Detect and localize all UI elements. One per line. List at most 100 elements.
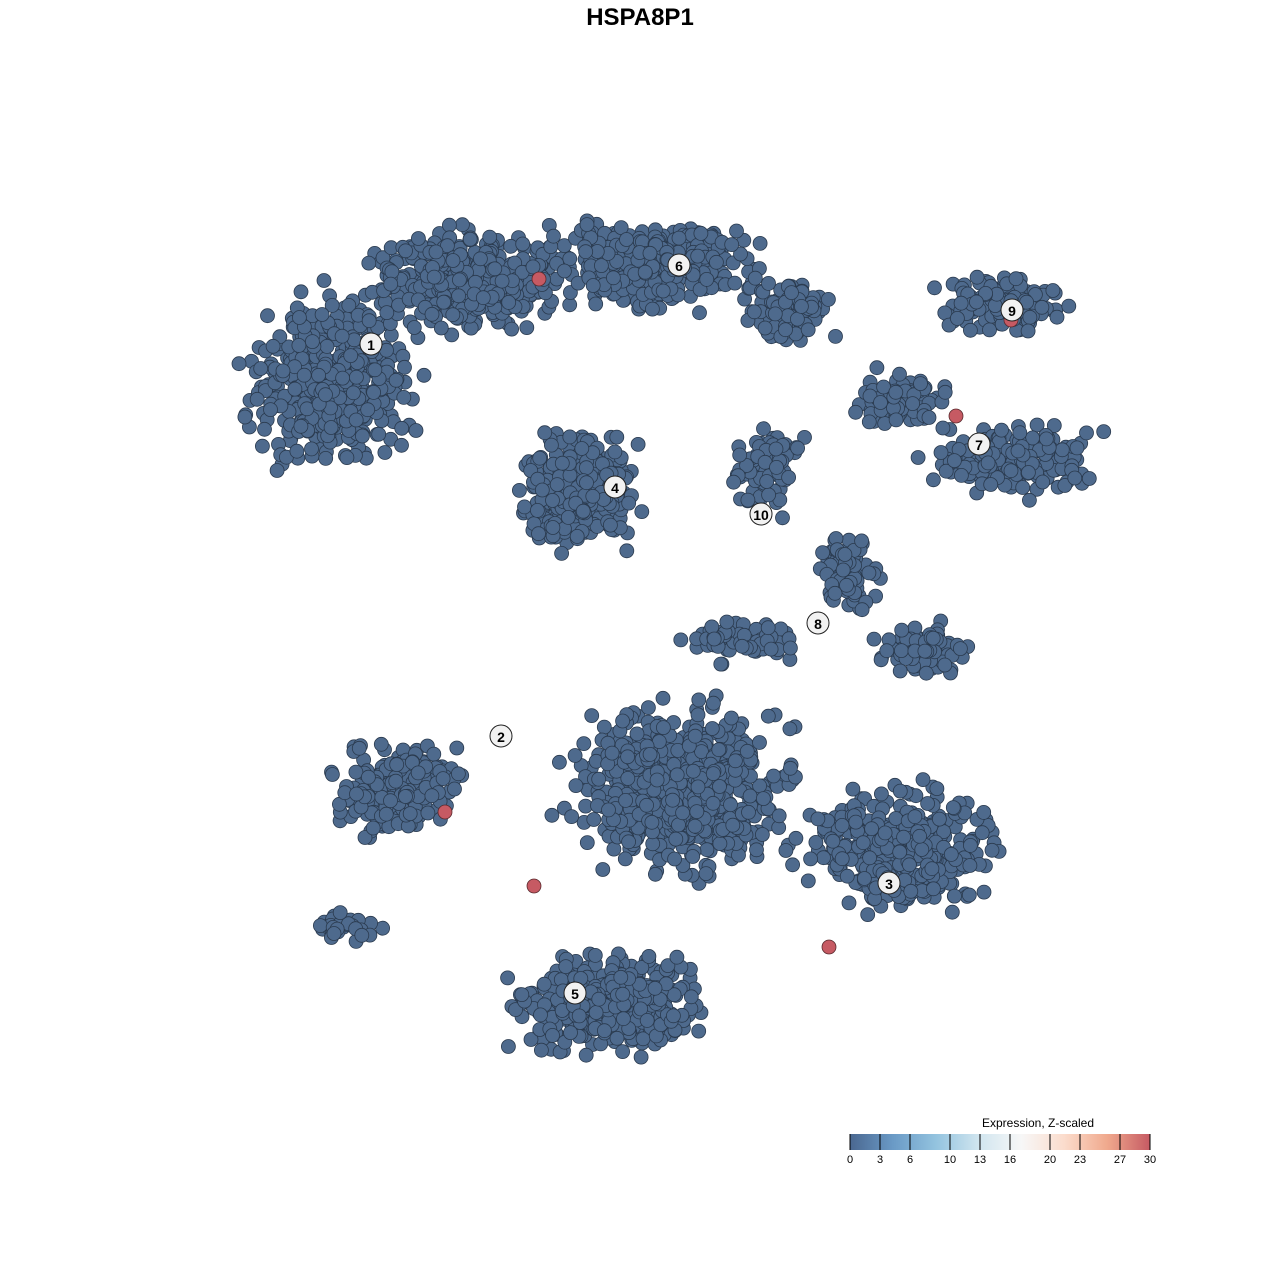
cell-point: [335, 370, 351, 386]
cell-point: [348, 764, 364, 780]
cell-point: [825, 833, 841, 849]
cell-point: [879, 643, 895, 659]
cell-point: [360, 402, 376, 418]
cell-point: [398, 243, 414, 259]
cell-point: [905, 396, 920, 412]
legend-tick-label: 13: [974, 1154, 986, 1166]
cell-point: [552, 754, 567, 770]
cell-point: [334, 328, 350, 344]
cell-point: [723, 797, 738, 813]
cell-point: [637, 264, 653, 280]
cell-point: [515, 236, 531, 252]
cell-point: [866, 631, 882, 647]
cell-point: [530, 502, 545, 518]
cell-point: [579, 835, 595, 850]
cell-point: [944, 904, 960, 920]
cell-point: [864, 821, 879, 837]
cell-point: [954, 467, 969, 483]
cell-point: [888, 384, 904, 400]
legend-tick-label: 23: [1074, 1154, 1086, 1166]
cluster-label-3: 3: [877, 871, 901, 895]
cell-point: [253, 361, 269, 376]
cell-point: [854, 602, 870, 618]
cell-point: [974, 825, 990, 841]
cell-point: [408, 423, 424, 438]
cell-point: [937, 657, 953, 673]
cell-point: [692, 305, 707, 321]
cell-point: [1034, 299, 1050, 315]
cell-point: [888, 811, 904, 826]
cell-point: [926, 472, 941, 488]
cluster-label-text: 7: [975, 437, 983, 453]
cell-point: [406, 320, 422, 335]
cell-point: [691, 692, 707, 708]
cell-point: [709, 254, 724, 270]
cell-point: [451, 272, 467, 288]
cell-point: [943, 847, 959, 862]
cell-point: [454, 217, 470, 233]
cell-point: [815, 545, 830, 560]
high-expression-point: [948, 408, 964, 424]
cell-point: [1010, 443, 1026, 459]
cell-point: [441, 217, 457, 233]
cell-point: [752, 735, 767, 750]
cell-point: [249, 391, 265, 407]
cell-point: [519, 320, 535, 336]
legend-tick-label: 30: [1144, 1154, 1156, 1166]
cell-point: [1035, 474, 1051, 490]
cell-point: [1079, 425, 1094, 441]
cell-point: [388, 773, 404, 789]
cell-point: [291, 310, 307, 325]
cell-point: [621, 495, 637, 511]
cell-point: [585, 488, 601, 504]
cell-point: [691, 1023, 707, 1039]
cell-point: [544, 807, 560, 823]
cluster-label-2: 2: [489, 724, 513, 748]
cell-point: [828, 328, 843, 344]
cluster-label-4: 4: [603, 475, 627, 499]
cell-point: [834, 851, 850, 867]
cell-point: [892, 366, 907, 382]
cell-point: [655, 283, 671, 299]
cell-point: [424, 306, 440, 322]
cell-point: [609, 1030, 625, 1046]
cell-point: [984, 842, 1000, 858]
cell-point: [533, 1007, 548, 1023]
cell-point: [845, 781, 861, 797]
cell-point: [837, 547, 853, 562]
cell-point: [311, 367, 327, 383]
cell-point: [326, 926, 342, 941]
cell-point: [433, 320, 449, 336]
cluster-label-text: 6: [675, 258, 683, 274]
cell-point: [755, 827, 770, 842]
cell-point: [257, 421, 272, 437]
cell-point: [760, 708, 776, 724]
cell-point: [698, 866, 714, 881]
high-expression-point: [437, 804, 453, 820]
cell-point: [810, 811, 826, 827]
cell-point: [800, 873, 816, 889]
cell-point: [757, 320, 773, 336]
cell-point: [323, 420, 339, 435]
cell-point: [854, 533, 869, 549]
cell-point: [821, 291, 836, 307]
cell-point: [588, 1005, 604, 1020]
cell-point: [564, 809, 579, 824]
cell-point: [371, 426, 387, 442]
legend-tick-label: 6: [907, 1154, 913, 1166]
cell-point: [912, 828, 927, 844]
cell-point: [545, 520, 561, 535]
cell-point: [642, 245, 658, 261]
cell-point: [587, 948, 603, 963]
cell-point: [683, 989, 699, 1005]
cell-point: [293, 284, 309, 300]
cell-point: [500, 970, 516, 986]
cell-point: [994, 422, 1009, 438]
cell-point: [1021, 465, 1036, 480]
cell-point: [348, 369, 364, 385]
cell-point: [579, 460, 594, 476]
cell-point: [312, 918, 328, 933]
cell-point: [771, 808, 787, 824]
cell-point: [588, 296, 604, 312]
cell-point: [947, 888, 962, 904]
